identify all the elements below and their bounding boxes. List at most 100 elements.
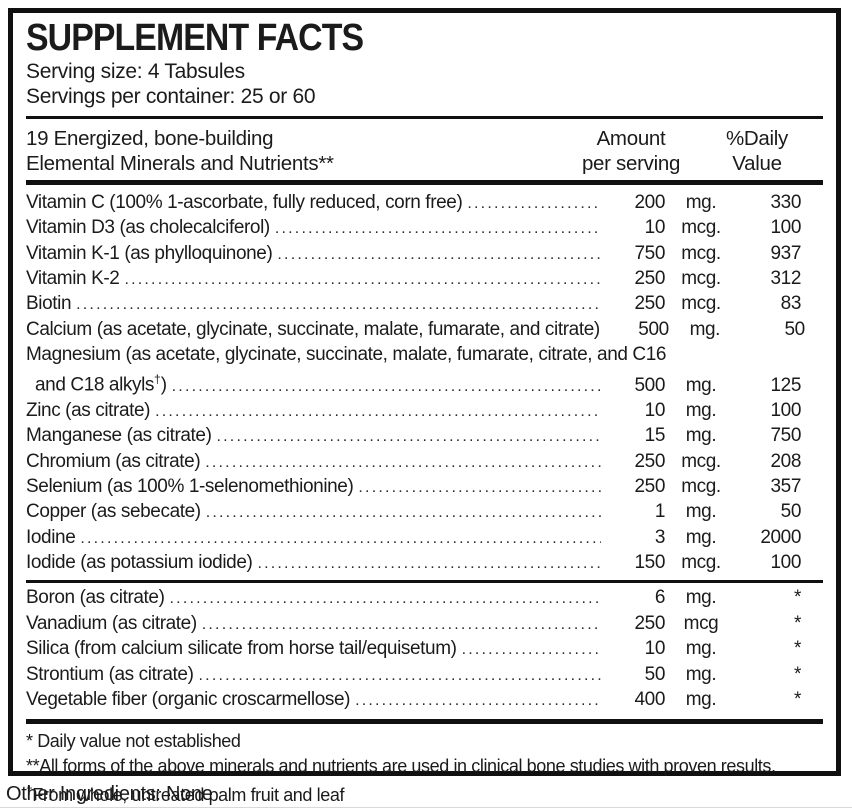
dot-leader: ........................................… xyxy=(198,666,601,684)
nutrient-daily-value: 937 xyxy=(770,242,801,264)
nutrient-name: Silica (from calcium silicate from horse… xyxy=(26,638,457,660)
nutrient-unit: mg. xyxy=(689,318,721,340)
nutrient-name: Copper (as sebecate) xyxy=(26,501,201,523)
nutrient-name: Manganese (as citrate) xyxy=(26,425,212,447)
nutrient-amount: 250 xyxy=(634,612,665,634)
nutrient-daily-value: 100 xyxy=(770,552,801,574)
nutrient-daily-value: 208 xyxy=(770,450,801,472)
nutrient-amount: 50 xyxy=(644,663,666,685)
column-header-amount: Amount per serving xyxy=(557,126,705,176)
nutrient-amount: 10 xyxy=(644,400,666,422)
nutrient-daily-value: 330 xyxy=(770,192,801,213)
footnote: †From whole, untreated palm fruit and le… xyxy=(26,783,345,806)
nutrient-unit: mcg xyxy=(683,612,719,634)
nutrient-daily-value: 125 xyxy=(770,374,801,396)
nutrient-row: Boron (as citrate)......................… xyxy=(26,586,823,612)
dot-leader: ........................................… xyxy=(155,403,601,421)
nutrient-row: Chromium (as citrate)...................… xyxy=(26,450,823,475)
footnote: **All forms of the above minerals and nu… xyxy=(26,755,776,776)
nutrient-name: Vitamin K-1 (as phylloquinone) xyxy=(26,242,273,264)
nutrient-amount: 3 xyxy=(654,526,666,548)
nutrient-amount: 500 xyxy=(634,374,665,396)
column-header-amount-line2: per serving xyxy=(581,152,681,175)
nutrient-name: Strontium (as citrate) xyxy=(26,663,194,685)
servings-per-container: Servings per container: 25 or 60 xyxy=(26,85,316,108)
dot-leader: ........................................… xyxy=(205,453,601,471)
nutrient-daily-value: 100 xyxy=(770,217,801,239)
nutrient-amount: 6 xyxy=(654,587,666,609)
nutrient-name: Vegetable fiber (organic croscarmellose) xyxy=(26,689,351,711)
bottom-rule xyxy=(0,807,852,808)
nutrient-row: Vitamin K-1 (as phylloquinone)..........… xyxy=(26,242,823,267)
nutrient-name: Zinc (as citrate) xyxy=(26,400,151,422)
footnotes: * Daily value not established **All forms… xyxy=(26,724,823,808)
nutrient-daily-value: 750 xyxy=(770,425,801,447)
nutrient-unit: mcg. xyxy=(681,268,721,290)
nutrient-row: Iodine..................................… xyxy=(26,526,823,551)
nutrient-name: Vitamin D3 (as cholecalciferol) xyxy=(26,217,270,239)
dot-leader: ........................................… xyxy=(124,271,601,289)
nutrient-name: Iodide (as potassium iodide) xyxy=(26,552,253,574)
dot-leader: ........................................… xyxy=(205,504,601,522)
dot-leader: ........................................… xyxy=(216,428,601,446)
nutrient-daily-value: 83 xyxy=(780,293,802,315)
nutrient-row: Selenium (as 100% 1-selenomethionine)...… xyxy=(26,475,823,500)
nutrient-unit: mg. xyxy=(685,526,717,548)
column-header-row: 19 Energized, bone-building Elemental Mi… xyxy=(26,119,823,180)
nutrient-row: Manganese (as citrate)..................… xyxy=(26,424,823,449)
column-header-amount-line1: Amount xyxy=(596,127,666,150)
nutrient-daily-value: 312 xyxy=(770,268,801,290)
dot-leader: ........................................… xyxy=(257,555,601,573)
nutrient-daily-value: * xyxy=(794,689,801,711)
nutrient-name: and C18 alkyls†) xyxy=(35,372,167,396)
nutrient-row: Vitamin K-2.............................… xyxy=(26,267,823,292)
nutrient-table-main: Vitamin C (100% 1-ascorbate, fully reduc… xyxy=(26,185,823,580)
nutrient-amount: 150 xyxy=(634,552,665,574)
nutrient-unit: mcg. xyxy=(681,450,721,472)
column-header-nutrients-line1: 19 Energized, bone-building xyxy=(26,127,274,150)
nutrient-unit: mcg. xyxy=(681,293,721,315)
nutrient-table-secondary: Boron (as citrate)......................… xyxy=(26,583,823,719)
nutrient-row: Strontium (as citrate)..................… xyxy=(26,663,823,689)
nutrient-name: Boron (as citrate) xyxy=(26,587,165,609)
nutrient-name: Calcium (as acetate, glycinate, succinat… xyxy=(26,318,600,340)
nutrient-amount: 200 xyxy=(634,192,665,213)
nutrient-daily-value: 100 xyxy=(770,400,801,422)
nutrient-row: Biotin..................................… xyxy=(26,292,823,317)
dot-leader: ........................................… xyxy=(274,220,601,238)
nutrient-amount: 10 xyxy=(644,217,666,239)
dot-leader: ........................................… xyxy=(355,692,601,710)
nutrient-amount: 15 xyxy=(644,425,666,447)
nutrient-unit: mg. xyxy=(685,587,717,609)
dot-leader: ........................................… xyxy=(171,377,601,395)
nutrient-amount: 250 xyxy=(634,268,665,290)
nutrient-name: Vitamin K-2 xyxy=(26,268,120,290)
nutrient-row: Silica (from calcium silicate from horse… xyxy=(26,637,823,663)
nutrient-amount: 500 xyxy=(638,318,669,340)
nutrient-daily-value: 2000 xyxy=(760,526,801,548)
dot-leader: ........................................… xyxy=(277,245,601,263)
nutrient-amount: 250 xyxy=(634,450,665,472)
dot-leader: ........................................… xyxy=(467,195,601,212)
nutrient-unit: mg. xyxy=(685,400,717,422)
nutrient-name: Vanadium (as citrate) xyxy=(26,612,197,634)
nutrient-daily-value: 50 xyxy=(784,318,805,340)
nutrient-amount: 10 xyxy=(644,638,666,660)
nutrient-unit: mg. xyxy=(685,425,717,447)
nutrient-row: Zinc (as citrate).......................… xyxy=(26,399,823,424)
nutrient-unit: mg. xyxy=(685,689,717,711)
nutrient-unit: mcg. xyxy=(681,476,721,498)
dot-leader: ........................................… xyxy=(76,296,601,314)
nutrient-daily-value: 357 xyxy=(770,476,801,498)
nutrient-row: Iodide (as potassium iodide)............… xyxy=(26,551,823,576)
dot-leader: ........................................… xyxy=(461,641,601,659)
nutrient-row: Magnesium (as acetate, glycinate, succin… xyxy=(26,343,823,399)
divider-header xyxy=(26,116,823,119)
column-header-daily-line1: %Daily xyxy=(726,127,788,150)
other-ingredients: Other Ingredients: None xyxy=(6,783,213,805)
nutrient-unit: mg. xyxy=(685,374,717,396)
divider-columns xyxy=(26,180,823,185)
nutrient-daily-value: * xyxy=(794,612,801,634)
dot-leader: ........................................… xyxy=(358,479,601,497)
nutrient-name: Iodine xyxy=(26,526,76,548)
